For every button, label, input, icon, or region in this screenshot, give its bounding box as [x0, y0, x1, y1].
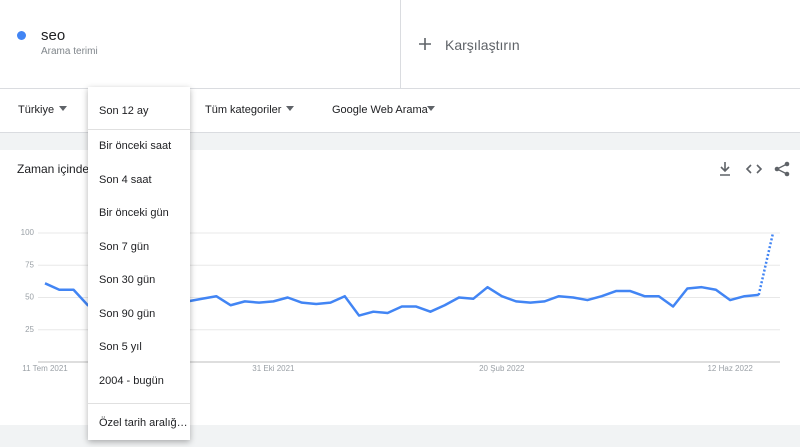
menu-option[interactable]: Bir önceki saat: [99, 140, 172, 152]
x-tick-label: 20 Şub 2022: [479, 364, 525, 373]
embed-icon[interactable]: [745, 164, 763, 174]
separator: [88, 403, 190, 404]
arrow: [286, 106, 294, 111]
menu-custom[interactable]: Özel tarih aralığ…: [99, 417, 188, 429]
menu-option[interactable]: Bir önceki gün: [99, 207, 169, 219]
y-tick-label: 75: [25, 260, 34, 269]
x-tick-label: 31 Eki 2021: [252, 364, 295, 373]
chart-actions: [720, 161, 790, 177]
separator: [88, 129, 190, 130]
term-dot: [17, 31, 26, 40]
menu-selected[interactable]: Son 12 ay: [99, 105, 149, 117]
menu-option[interactable]: Son 7 gün: [99, 240, 150, 253]
share-icon[interactable]: [774, 161, 790, 177]
y-tick-label: 50: [25, 293, 34, 302]
x-tick-label: 11 Tem 2021: [22, 364, 68, 373]
chart-title: Zaman içinde ilgi: [17, 162, 108, 176]
y-tick-label: 100: [21, 228, 35, 237]
term[interactable]: seo: [41, 27, 66, 44]
menu-option[interactable]: Son 90 gün: [99, 307, 156, 320]
filter[interactable]: Tüm kategoriler: [205, 104, 282, 116]
menu-option[interactable]: Son 5 yıl: [99, 341, 142, 353]
download-icon[interactable]: [720, 162, 730, 176]
divider: [400, 0, 401, 88]
x-tick-label: 12 Haz 2022: [707, 364, 753, 373]
filter[interactable]: Google Web Arama: [332, 104, 428, 116]
filter[interactable]: Türkiye: [18, 104, 55, 116]
y-tick-label: 25: [25, 325, 34, 334]
time-menu: Son 12 ay Bir önceki saat Son 4 saat Bir ö…: [88, 87, 190, 440]
term-subtitle: Arama terimi: [41, 46, 98, 57]
arrow: [427, 106, 435, 111]
menu-option[interactable]: 2004 - bugün: [99, 374, 164, 387]
plus-icon[interactable]: [418, 37, 432, 51]
compare[interactable]: Karşılaştırın: [445, 37, 520, 53]
partial-line: [757, 232, 775, 296]
menu-option[interactable]: Son 4 saat: [99, 173, 152, 186]
arrow: [59, 106, 67, 111]
menu-option[interactable]: Son 30 gün: [99, 274, 156, 286]
